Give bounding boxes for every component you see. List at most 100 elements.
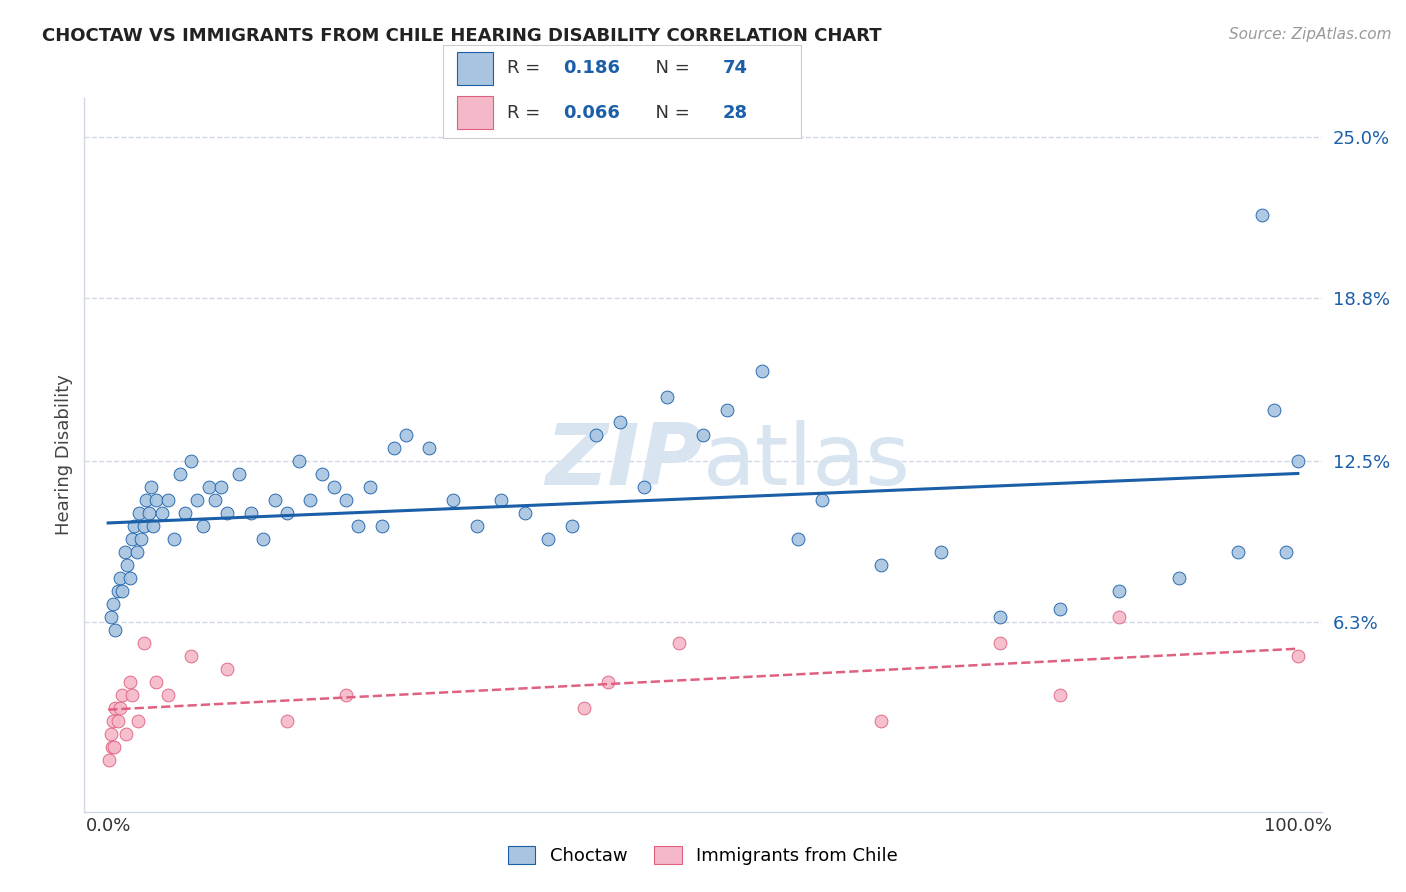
Text: ZIP: ZIP (546, 420, 703, 503)
Point (101, 714, 124, 728)
Point (114, 545, 136, 559)
Legend: Choctaw, Immigrants from Chile: Choctaw, Immigrants from Chile (499, 837, 907, 874)
Point (111, 688, 134, 702)
Point (692, 428, 714, 442)
Point (441, 493, 464, 508)
Point (287, 454, 309, 468)
Point (104, 701, 127, 715)
Point (596, 675, 619, 690)
Point (118, 571, 141, 585)
Point (103, 739, 125, 754)
Point (347, 519, 370, 533)
Point (276, 714, 298, 728)
Point (228, 467, 250, 482)
Point (489, 493, 512, 508)
Point (787, 533, 810, 547)
Point (1167, 571, 1189, 585)
Point (125, 545, 148, 559)
Point (115, 727, 138, 741)
Text: R =: R = (508, 103, 547, 121)
Point (107, 714, 129, 728)
Point (335, 688, 357, 702)
Point (1263, 402, 1285, 417)
Point (990, 610, 1012, 624)
Point (1108, 584, 1130, 599)
Point (609, 416, 631, 430)
Point (193, 519, 215, 533)
Point (585, 428, 607, 442)
Point (811, 493, 834, 508)
Point (139, 480, 162, 494)
Point (1049, 688, 1071, 702)
Point (335, 493, 357, 508)
Point (209, 480, 232, 494)
Point (145, 675, 167, 690)
Point (1286, 454, 1309, 468)
Point (156, 493, 179, 508)
Point (394, 428, 416, 442)
Point (100, 739, 122, 754)
Point (252, 533, 274, 547)
Point (382, 442, 405, 456)
Point (371, 519, 394, 533)
Point (108, 571, 131, 585)
Point (98, 753, 121, 767)
Text: 0.186: 0.186 (562, 60, 620, 78)
Point (150, 506, 173, 520)
Point (180, 648, 202, 663)
Point (204, 493, 226, 508)
Text: 28: 28 (723, 103, 748, 121)
Point (1275, 545, 1298, 559)
Point (276, 506, 298, 520)
Text: Source: ZipAtlas.com: Source: ZipAtlas.com (1229, 27, 1392, 42)
Point (751, 363, 773, 377)
Point (716, 402, 738, 417)
Point (217, 506, 239, 520)
Point (100, 610, 122, 624)
Point (100, 727, 122, 741)
Point (121, 688, 143, 702)
Point (299, 493, 322, 508)
Point (180, 454, 202, 468)
Point (633, 480, 655, 494)
Point (561, 519, 583, 533)
Point (263, 493, 285, 508)
Point (870, 558, 893, 573)
Point (145, 493, 167, 508)
Point (572, 701, 595, 715)
Point (311, 467, 333, 482)
Point (1227, 545, 1250, 559)
Point (115, 558, 138, 573)
Point (174, 506, 197, 520)
Point (929, 545, 952, 559)
Point (162, 533, 184, 547)
Point (537, 533, 560, 547)
Text: 0.066: 0.066 (562, 103, 620, 121)
Point (668, 636, 690, 650)
Point (104, 623, 127, 637)
Point (101, 597, 124, 611)
Text: 74: 74 (723, 60, 748, 78)
Point (132, 519, 155, 533)
Point (169, 467, 191, 482)
Point (142, 519, 165, 533)
Point (131, 533, 153, 547)
Point (124, 519, 146, 533)
Text: CHOCTAW VS IMMIGRANTS FROM CHILE HEARING DISABILITY CORRELATION CHART: CHOCTAW VS IMMIGRANTS FROM CHILE HEARING… (42, 27, 882, 45)
Point (239, 506, 262, 520)
Point (1286, 648, 1309, 663)
Point (138, 506, 160, 520)
Point (513, 506, 536, 520)
Text: N =: N = (644, 60, 695, 78)
Text: R =: R = (508, 60, 547, 78)
Point (128, 506, 150, 520)
Point (418, 442, 440, 456)
Point (465, 519, 488, 533)
Point (186, 493, 208, 508)
Point (359, 480, 381, 494)
FancyBboxPatch shape (457, 96, 494, 129)
Y-axis label: Hearing Disability: Hearing Disability (55, 375, 73, 535)
Point (121, 533, 143, 547)
Point (1049, 602, 1071, 616)
Point (990, 636, 1012, 650)
